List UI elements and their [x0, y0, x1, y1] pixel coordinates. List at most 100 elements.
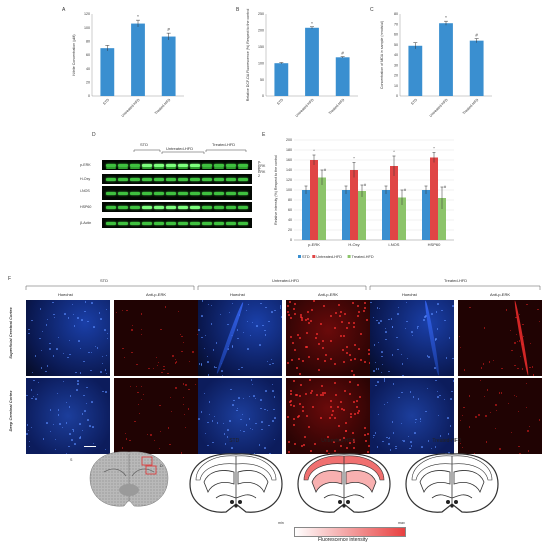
chart-b-ytick-5: 250 — [258, 12, 264, 16]
brain-diagram-1 — [297, 453, 391, 513]
chart-a-ytick-1: 20 — [86, 81, 90, 85]
micro-channel-0-1: Anti-p-ERK — [146, 292, 167, 297]
chart-e-bar-2-1 — [390, 166, 398, 240]
chart-a-category-2: Treated-HFD — [154, 98, 172, 116]
micro-image-2-0-0 — [370, 300, 454, 376]
chart-a-bar-2 — [161, 36, 176, 96]
chart-a-ytick-0: 0 — [88, 94, 90, 98]
chart-e-bar-1-0 — [342, 190, 350, 240]
scale-max-label: max — [398, 521, 405, 525]
micro-image-1-1-1 — [286, 378, 370, 454]
chart-e-ytick-2: 40 — [288, 218, 292, 222]
chart-e-bar-3-2 — [438, 198, 446, 240]
chart-e-legend-swatch-1 — [312, 255, 316, 258]
chart-a-sig-1: * — [137, 14, 139, 19]
chart-e-bar-0-2 — [318, 177, 326, 240]
chart-b-category-0: STD — [276, 98, 284, 106]
chart-e-ytick-0: 0 — [290, 238, 292, 242]
chart-e-bar-3-1 — [430, 157, 438, 240]
wb-band-strip-0 — [102, 160, 252, 170]
chart-e-ytick-1: 20 — [288, 228, 292, 232]
chart-e-sig-1-1: * — [353, 156, 355, 161]
brain-section-image — [89, 451, 169, 507]
panel-letter-b: B — [236, 7, 240, 13]
panel-letter-a: A — [62, 7, 66, 13]
micro-image-1-0-0 — [198, 300, 282, 376]
chart-c-mda: 0 10 20 30 40 50 60 70 80 Concentration of MDA in… — [380, 12, 492, 118]
chart-a-bar-1 — [131, 23, 145, 96]
wb-group-std: STD — [140, 142, 148, 147]
micro-channel-1-0: Hoechst — [230, 292, 245, 297]
chart-e-ytick-9: 180 — [286, 148, 292, 152]
chart-a-nitrite: 0 20 40 60 80 100 120 Nitrite Concentration (µM… — [72, 12, 184, 118]
chart-c-sig-1: * — [445, 15, 447, 20]
chart-a-ytick-4: 80 — [86, 40, 90, 44]
brain-diagram-2 — [405, 453, 499, 513]
chart-e-ytick-10: 200 — [286, 138, 292, 142]
chart-e-ylabel: Relative intensity (%) Respect to the co… — [274, 155, 278, 225]
chart-b-ytick-3: 150 — [258, 45, 264, 49]
chart-a-ytick-6: 120 — [84, 12, 90, 16]
micro-image-1-0-1 — [198, 378, 282, 454]
chart-c-bar-0 — [408, 45, 423, 96]
chart-a-sig-2: # — [167, 27, 170, 32]
micro-group-1: Untreated-HFD — [272, 278, 300, 283]
micro-group-2: Treated-HFD — [444, 278, 468, 283]
chart-e-sig-0-2: # — [324, 167, 327, 172]
chart-c-ytick-3: 30 — [394, 63, 398, 67]
brain-title-0: STD — [229, 438, 240, 444]
chart-e-sig-1-2: # — [364, 182, 367, 187]
micro-row-label-1: Deep Cerebral Cortex — [8, 390, 13, 432]
wb-row-label-2: i-NOS — [80, 189, 90, 193]
wb-brackets — [133, 149, 247, 154]
chart-e-bar-0-0 — [302, 190, 310, 240]
chart-c-sig-2: # — [475, 33, 478, 38]
wb-arrow-1: p-ERK 1 — [258, 160, 266, 172]
scale-title: Fluorescence intensity — [318, 537, 368, 543]
chart-c-ytick-0: 0 — [396, 94, 398, 98]
chart-e-category-0: p-ERK — [308, 242, 320, 247]
micro-image-0-1-0 — [114, 300, 198, 376]
wb-band-strip-1 — [102, 174, 252, 184]
micro-brackets — [25, 285, 541, 290]
chart-c-ytick-4: 40 — [394, 53, 398, 57]
chart-e-ytick-3: 60 — [288, 208, 292, 212]
micro-group-0: STD — [100, 278, 108, 283]
brain-title-2: Treated-HFD — [432, 438, 462, 444]
chart-a-ytick-3: 60 — [86, 53, 90, 57]
chart-c-category-2: Treated-HFD — [462, 98, 480, 116]
chart-e-legend-0: STD — [302, 255, 310, 259]
chart-c-bar-2 — [469, 40, 484, 96]
chart-e-sig-2-1: * — [393, 149, 395, 154]
chart-c-ylabel: Concentration of MDA in sample (nmols/ul… — [380, 21, 384, 89]
chart-e-sig-0-1: * — [313, 148, 315, 153]
chart-b-bar-0 — [274, 63, 289, 96]
chart-e-intensity: 0 20 40 60 80 100 120 140 160 180 200 Relative inte… — [274, 138, 454, 259]
chart-b-bar-2 — [335, 57, 350, 96]
panel-letter-e: E — [262, 132, 266, 138]
micro-image-2-1-1 — [458, 378, 542, 454]
chart-e-ytick-5: 100 — [286, 188, 292, 192]
wb-arrow-2: p-ERK 2 — [258, 166, 266, 178]
chart-c-ytick-7: 70 — [394, 22, 398, 26]
micro-image-0-1-1 — [114, 378, 198, 454]
micro-channel-2-0: Hoechst — [402, 292, 417, 297]
chart-e-bar-3-0 — [422, 190, 430, 240]
chart-e-ytick-4: 80 — [288, 198, 292, 202]
chart-c-category-1: Untreated-HFD — [429, 98, 449, 118]
chart-c-category-0: STD — [410, 98, 418, 106]
wb-row-label-4: β-Actin — [80, 221, 92, 225]
chart-c-ytick-5: 50 — [394, 43, 398, 47]
chart-e-sig-3-1: * — [433, 146, 435, 151]
chart-b-bar-1 — [305, 27, 319, 96]
wb-row-label-3: HSP60 — [80, 205, 92, 209]
brain-diagram-0 — [189, 453, 283, 513]
chart-e-ytick-8: 160 — [286, 158, 292, 162]
wb-band-strip-3 — [102, 202, 252, 212]
chart-e-bar-1-2 — [358, 191, 366, 240]
micro-image-2-1-0 — [458, 300, 542, 376]
chart-e-category-2: i-NOS — [389, 242, 400, 247]
panel-letter-f: F — [8, 276, 12, 282]
chart-b-ytick-1: 50 — [260, 78, 264, 82]
chart-e-category-1: H-Oxy — [348, 242, 359, 247]
